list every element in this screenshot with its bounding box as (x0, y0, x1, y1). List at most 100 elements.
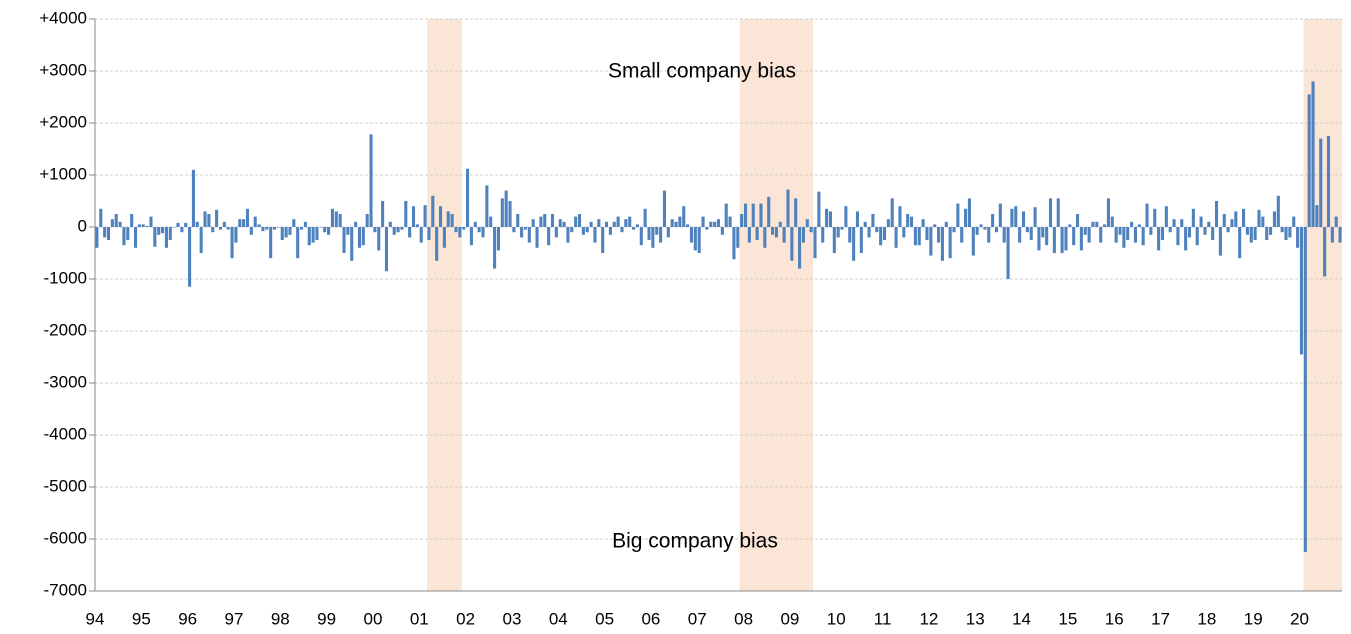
bar (276, 227, 280, 228)
bar (1045, 227, 1049, 246)
bar (261, 227, 265, 232)
bar (967, 198, 971, 227)
x-tick-label: 01 (410, 609, 429, 628)
bar (466, 168, 470, 227)
bar (774, 227, 778, 238)
bar (172, 227, 176, 228)
bar (512, 227, 516, 233)
bar (686, 224, 690, 227)
bar (1296, 227, 1300, 248)
bar (191, 169, 195, 227)
bar (917, 227, 921, 246)
bar (504, 190, 508, 227)
bar (1203, 227, 1207, 235)
bar (1245, 227, 1249, 235)
bar (925, 227, 929, 240)
bar (280, 227, 284, 240)
bar (442, 227, 446, 248)
bar (832, 227, 836, 253)
bar (342, 227, 346, 253)
bar (643, 208, 647, 227)
bar (1238, 227, 1242, 259)
bar (701, 216, 705, 227)
bar (249, 227, 253, 235)
bar (1110, 216, 1114, 227)
bar (535, 227, 539, 248)
bar (550, 214, 555, 227)
bar (1137, 224, 1141, 227)
bar (1087, 227, 1091, 243)
bar (805, 219, 809, 227)
x-tick-label: 14 (1012, 609, 1031, 628)
bar (1075, 214, 1080, 227)
bar (1323, 227, 1327, 277)
bar (1180, 219, 1184, 227)
bar (381, 201, 385, 227)
bar (1330, 227, 1334, 243)
bar (1103, 224, 1107, 227)
bar (300, 227, 304, 230)
bar (952, 227, 956, 233)
y-tick-label: -2000 (44, 320, 87, 339)
bar (350, 227, 354, 261)
bar (496, 227, 500, 251)
bar (454, 227, 458, 233)
bar (879, 227, 883, 246)
bar (767, 196, 771, 227)
bar (736, 227, 740, 248)
bar (1191, 208, 1195, 227)
bar (408, 227, 412, 238)
bar (975, 227, 979, 235)
x-tick-label: 11 (874, 609, 892, 628)
bar (462, 227, 466, 230)
shade-layer (427, 19, 1342, 591)
bar (157, 227, 161, 235)
bar (948, 227, 952, 259)
bar (520, 227, 524, 238)
bar (184, 222, 188, 227)
x-tick-label: 02 (456, 609, 475, 628)
bar (1153, 208, 1157, 227)
x-tick-label: 04 (549, 609, 568, 628)
bar (906, 214, 910, 227)
bar (728, 216, 732, 227)
bar (566, 227, 570, 243)
bar (620, 227, 624, 233)
bar (118, 221, 122, 227)
x-tick-label: 10 (827, 609, 846, 628)
bar (215, 209, 219, 227)
bar (1037, 227, 1041, 251)
bar (979, 224, 983, 227)
bar (913, 227, 917, 246)
bar (188, 227, 192, 287)
bar (604, 221, 609, 227)
bar (632, 227, 636, 230)
x-tick-label: 12 (919, 609, 938, 628)
bar (1056, 198, 1060, 227)
bar (195, 221, 199, 227)
bar (338, 214, 342, 227)
bar (1326, 136, 1331, 227)
bar (875, 227, 879, 233)
bar (898, 206, 902, 227)
bar (516, 214, 520, 227)
bar (1272, 211, 1276, 227)
bar (759, 203, 763, 227)
bar (894, 227, 898, 248)
bar (523, 227, 528, 230)
bar (659, 227, 663, 243)
bar (882, 227, 887, 240)
shaded-period (739, 19, 814, 591)
bar (655, 227, 659, 235)
bar (1118, 227, 1122, 235)
bar (890, 198, 894, 227)
bar (1242, 208, 1246, 227)
bar (1048, 198, 1053, 227)
bar (1284, 227, 1288, 240)
bar (960, 227, 964, 243)
bar (415, 224, 419, 227)
bar (469, 227, 473, 246)
bar (1021, 211, 1026, 227)
bar (782, 227, 786, 243)
bar (716, 219, 721, 227)
